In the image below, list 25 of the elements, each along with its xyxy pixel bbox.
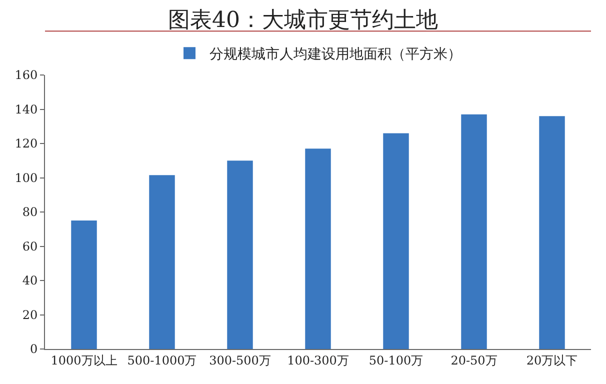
x-tick-label: 500-1000万 [127, 353, 197, 368]
bar [383, 133, 409, 349]
y-tick-label: 100 [14, 170, 38, 185]
bar [305, 148, 331, 349]
bar [71, 220, 97, 349]
y-tick-label: 160 [14, 68, 38, 82]
x-tick-label: 20万以下 [526, 353, 578, 368]
y-tick-label: 20 [22, 308, 38, 322]
x-tick-label: 50-100万 [368, 353, 424, 368]
y-tick-label: 120 [14, 136, 38, 151]
bar [539, 116, 565, 349]
y-tick-label: 0 [30, 342, 38, 356]
bar [149, 175, 175, 349]
bar [227, 160, 253, 349]
legend-label: 分规模城市人均建设用地面积（平方米） [210, 46, 462, 63]
x-tick-label: 1000万以上 [50, 353, 118, 368]
x-tick-label: 300-500万 [209, 353, 271, 368]
y-tick-label: 60 [22, 239, 38, 254]
chart-title: 图表40：大城市更节约土地 [168, 8, 438, 33]
y-tick-label: 80 [22, 205, 38, 220]
y-tick-label: 40 [22, 274, 38, 288]
bar [461, 114, 487, 349]
x-tick-label: 100-300万 [287, 353, 349, 368]
x-tick-label: 20-50万 [450, 353, 498, 368]
y-tick-label: 140 [14, 102, 38, 116]
